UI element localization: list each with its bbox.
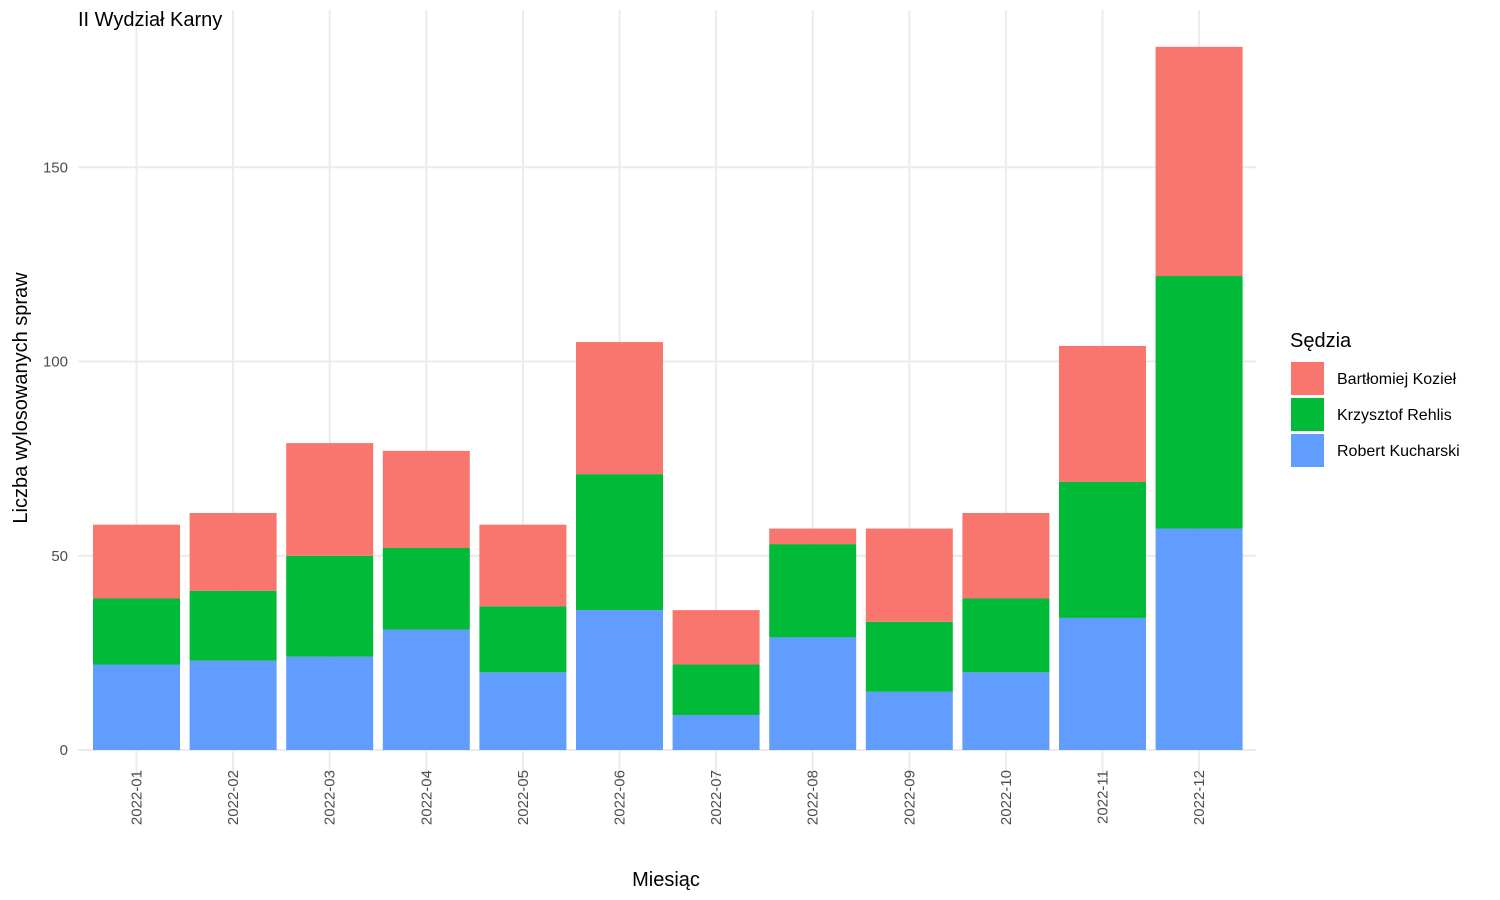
legend-swatch xyxy=(1291,362,1324,395)
y-tick-label: 50 xyxy=(51,548,68,565)
x-tick-label: 2022-11 xyxy=(1095,770,1112,824)
legend-label: Robert Kucharski xyxy=(1337,443,1460,460)
bar-segment xyxy=(286,443,374,556)
bar-segment xyxy=(479,524,567,607)
y-tick-label: 0 xyxy=(60,742,68,759)
x-tick-label: 2022-03 xyxy=(322,770,339,825)
x-tick-label: 2022-07 xyxy=(708,770,725,825)
x-tick-label: 2022-06 xyxy=(612,770,629,825)
bar-segment xyxy=(93,524,180,599)
legend-items: Bartłomiej Kozieł Krzysztof Rehlis Robert … xyxy=(1291,362,1460,467)
legend: Sędzia Bartłomiej Kozieł Krzysztof Rehlis… xyxy=(1290,330,1460,467)
bar-segment xyxy=(962,598,1050,673)
bar-segment xyxy=(672,715,760,750)
legend-label: Bartłomiej Kozieł xyxy=(1337,371,1457,388)
bar-segment xyxy=(189,590,277,661)
x-axis-title: Miesiąc xyxy=(632,869,700,891)
x-tick-label: 2022-08 xyxy=(805,770,822,825)
bar-segment xyxy=(1155,46,1243,277)
bar-segment xyxy=(962,513,1050,599)
x-tick-label: 2022-01 xyxy=(129,770,146,825)
x-tick-label: 2022-04 xyxy=(418,770,435,825)
bar-segment xyxy=(1059,617,1146,750)
bar-segment xyxy=(382,547,470,630)
x-tick-label: 2022-02 xyxy=(225,770,242,825)
bars xyxy=(93,46,1243,750)
bar-segment xyxy=(479,606,567,673)
bar-segment xyxy=(769,528,857,545)
bar-segment xyxy=(382,629,470,750)
bar-segment xyxy=(576,474,663,611)
x-axis-ticks: 2022-01 2022-02 2022-03 2022-04 2022-05 2022-… xyxy=(129,770,1209,825)
bar-segment xyxy=(576,610,663,750)
bar-segment xyxy=(93,664,180,750)
bar-segment xyxy=(189,660,277,750)
bar-segment xyxy=(93,598,180,665)
legend-swatch xyxy=(1291,398,1324,431)
x-tick-label: 2022-05 xyxy=(515,770,532,825)
bar-segment xyxy=(576,342,663,475)
bar-segment xyxy=(865,621,953,692)
bar-segment xyxy=(672,664,760,716)
bar-segment xyxy=(769,544,857,638)
bar-segment xyxy=(865,691,953,750)
x-tick-label: 2022-12 xyxy=(1191,770,1208,825)
bar-segment xyxy=(286,555,374,657)
x-tick-label: 2022-10 xyxy=(998,770,1015,825)
bar-segment xyxy=(1155,528,1243,750)
bar-segment xyxy=(189,513,277,591)
x-tick-label: 2022-09 xyxy=(901,770,918,825)
bar-segment xyxy=(865,528,953,622)
bar-segment xyxy=(1059,345,1146,482)
bar-segment xyxy=(672,610,760,665)
bar-segment xyxy=(1059,481,1146,618)
y-tick-label: 100 xyxy=(43,354,68,371)
y-axis-title: Liczba wylosowanych spraw xyxy=(10,272,32,524)
legend-title: Sędzia xyxy=(1290,330,1352,352)
bar-segment xyxy=(286,656,374,750)
bar-segment xyxy=(382,450,470,548)
y-tick-label: 150 xyxy=(43,159,68,176)
bar-segment xyxy=(962,672,1050,750)
bar-segment xyxy=(479,672,567,750)
y-axis-ticks: 0 50 100 150 xyxy=(43,159,68,759)
bar-segment xyxy=(1155,276,1243,529)
legend-swatch xyxy=(1291,434,1324,467)
chart-title: II Wydział Karny xyxy=(78,9,222,31)
bar-segment xyxy=(769,637,857,750)
legend-label: Krzysztof Rehlis xyxy=(1337,407,1452,424)
